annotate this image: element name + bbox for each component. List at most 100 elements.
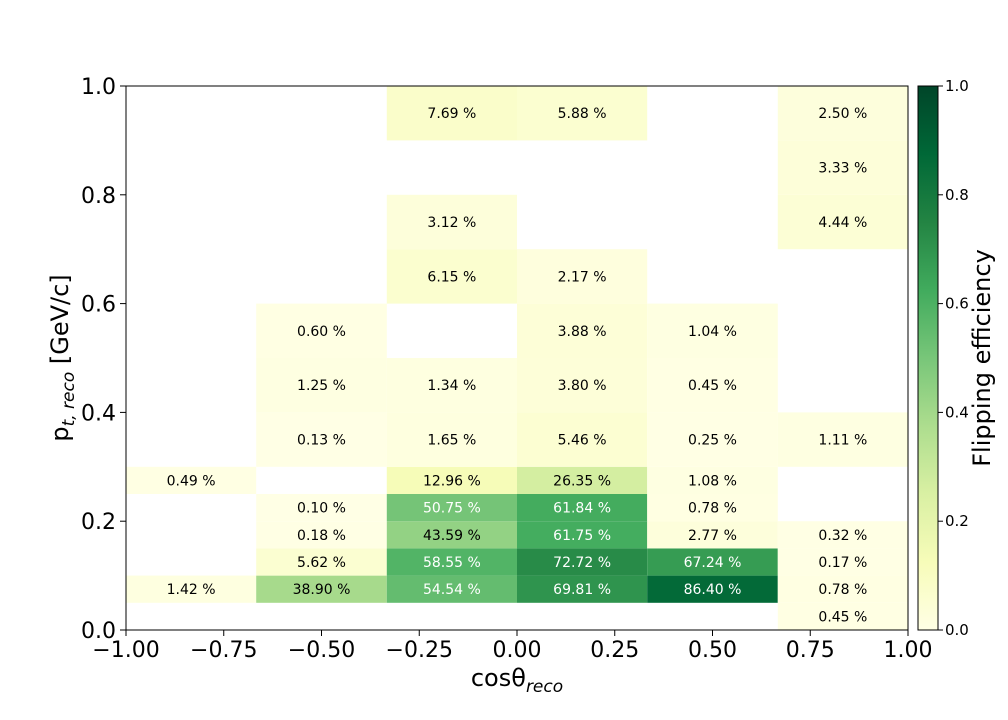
heatmap-cell xyxy=(777,602,908,630)
heatmap-cell-label: 72.72 % xyxy=(553,555,611,571)
heatmap-cell xyxy=(256,494,387,522)
y-axis-label: pt, reco [GeV/c] xyxy=(46,274,79,441)
y-axis-label-main: p xyxy=(46,426,74,441)
heatmap-cell-label: 50.75 % xyxy=(423,501,481,517)
heatmap-cell-label: 43.59 % xyxy=(423,528,481,544)
heatmap-cell-label: 3.80 % xyxy=(558,378,607,394)
heatmap-cell xyxy=(256,303,387,358)
x-tick-label: 0.25 xyxy=(590,638,639,663)
heatmap-cell xyxy=(777,575,908,603)
y-tick-label: 0.4 xyxy=(81,401,116,426)
heatmap-cell xyxy=(517,575,648,603)
heatmap-cell-label: 69.81 % xyxy=(553,582,611,598)
heatmap-cell xyxy=(386,86,517,141)
heatmap-cell xyxy=(256,575,387,603)
heatmap-cell-label: 1.08 % xyxy=(688,473,737,489)
y-tick-label: 1.0 xyxy=(81,75,116,100)
heatmap-cell-label: 86.40 % xyxy=(684,582,742,598)
heatmap-cell-label: 12.96 % xyxy=(423,473,481,489)
heatmap-cell-label: 7.69 % xyxy=(427,106,476,122)
heatmap-cell-label: 1.42 % xyxy=(167,582,216,598)
heatmap-cell-label: 3.88 % xyxy=(558,324,607,340)
heatmap-cell-label: 61.75 % xyxy=(553,528,611,544)
heatmap-cell xyxy=(386,494,517,522)
heatmap-cell xyxy=(777,86,908,141)
heatmap-cell-label: 0.32 % xyxy=(818,528,867,544)
colorbar-tick-label: 1.0 xyxy=(945,77,969,95)
colorbar-tick-label: 0.2 xyxy=(945,512,969,530)
heatmap-cell-label: 67.24 % xyxy=(684,555,742,571)
y-tick-label: 0.0 xyxy=(81,619,116,644)
x-axis-label: cosθreco xyxy=(471,664,563,697)
heatmap-cell-label: 5.62 % xyxy=(297,555,346,571)
heatmap-cell xyxy=(517,521,648,549)
heatmap-cell xyxy=(256,521,387,549)
heatmap-cell xyxy=(517,412,648,467)
heatmap-cell-label: 2.50 % xyxy=(818,106,867,122)
y-tick-label: 0.8 xyxy=(81,184,116,209)
heatmap-cell xyxy=(386,194,517,250)
y-axis: 0.0 0.2 0.4 0.6 0.8 1.0 xyxy=(81,75,126,644)
heatmap-cell-label: 61.84 % xyxy=(553,501,611,517)
heatmap-cell-label: 58.55 % xyxy=(423,555,481,571)
heatmap-cell xyxy=(517,466,648,494)
heatmap-cell-label: 0.60 % xyxy=(297,324,346,340)
heatmap-cell-label: 1.04 % xyxy=(688,324,737,340)
heatmap-cell xyxy=(647,358,778,413)
heatmap-cell xyxy=(777,548,908,576)
heatmap-cell-label: 3.12 % xyxy=(427,215,476,231)
heatmap-cell xyxy=(126,575,257,603)
x-tick-label: −1.00 xyxy=(92,638,159,663)
heatmap-cell xyxy=(777,140,908,195)
heatmap-cell xyxy=(517,548,648,576)
heatmap-cell-label: 2.77 % xyxy=(688,528,737,544)
heatmap-cell xyxy=(777,521,908,549)
heatmap-cell xyxy=(517,249,648,304)
heatmap-cell xyxy=(517,358,648,413)
heatmap-cell-label: 4.44 % xyxy=(818,215,867,231)
colorbar-ticks: 0.0 0.2 0.4 0.6 0.8 1.0 xyxy=(938,77,969,639)
heatmap-cell xyxy=(386,548,517,576)
x-tick-label: 0.50 xyxy=(688,638,737,663)
heatmap-cell xyxy=(386,466,517,494)
heatmap-cell-label: 1.65 % xyxy=(427,433,476,449)
heatmap-cell-label: 54.54 % xyxy=(423,582,481,598)
heatmap-cell xyxy=(386,358,517,413)
heatmap-cell-label: 6.15 % xyxy=(427,269,476,285)
colorbar xyxy=(917,85,939,631)
heatmap-cell xyxy=(386,575,517,603)
heatmap-cell-label: 0.10 % xyxy=(297,501,346,517)
x-tick-label: 0.00 xyxy=(493,638,542,663)
colorbar-tick-label: 0.8 xyxy=(945,186,969,204)
x-tick-label: −0.75 xyxy=(190,638,257,663)
heatmap-cell xyxy=(777,194,908,250)
heatmap-cell xyxy=(386,521,517,549)
heatmap-cell-label: 0.13 % xyxy=(297,433,346,449)
heatmap-cell-label: 0.78 % xyxy=(688,501,737,517)
x-tick-label: 0.75 xyxy=(786,638,835,663)
heatmap-cell xyxy=(647,466,778,494)
y-axis-label-sub: t, reco xyxy=(59,372,79,427)
heatmap-cell xyxy=(647,548,778,576)
heatmap-cell xyxy=(256,358,387,413)
heatmap-cell-labels: 0.45 % 1.42 % 38.90 % 54.54 % 69.81 % 86.40 %… xyxy=(167,106,868,625)
heatmap-cell xyxy=(386,249,517,304)
colorbar-tick-label: 0.0 xyxy=(945,621,969,639)
heatmap-cell xyxy=(647,494,778,522)
heatmap-cell xyxy=(647,303,778,358)
heatmap-cell-label: 1.25 % xyxy=(297,378,346,394)
heatmap-cell-label: 5.46 % xyxy=(558,433,607,449)
heatmap-cell xyxy=(647,412,778,467)
heatmap-cells xyxy=(126,86,908,630)
heatmap-cell-label: 0.78 % xyxy=(818,582,867,598)
x-tick-label: −0.25 xyxy=(386,638,453,663)
x-axis-label-main: cosθ xyxy=(471,664,526,692)
x-axis-label-sub: reco xyxy=(526,677,563,697)
y-tick-label: 0.6 xyxy=(81,293,116,318)
heatmap-cell-label: 26.35 % xyxy=(553,473,611,489)
heatmap-cell-label: 5.88 % xyxy=(558,106,607,122)
heatmap-cell xyxy=(517,86,648,141)
heatmap-cell-label: 0.25 % xyxy=(688,433,737,449)
heatmap-cell-label: 1.11 % xyxy=(818,433,867,449)
